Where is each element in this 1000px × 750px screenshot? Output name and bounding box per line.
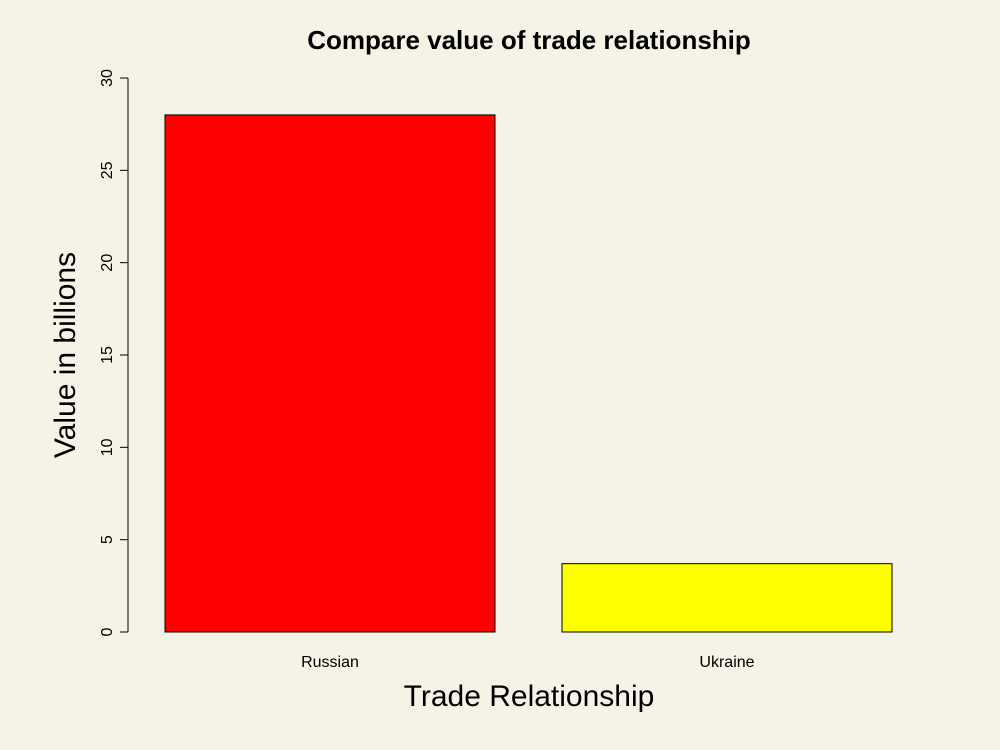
y-tick-label: 30 [99, 69, 116, 87]
y-tick-label: 10 [99, 438, 116, 456]
bar-russian [164, 114, 496, 633]
chart-title: Compare value of trade relationship [307, 25, 751, 55]
x-tick-label: Ukraine [699, 654, 754, 671]
y-tick-label: 5 [99, 535, 116, 544]
y-tick-label: 15 [99, 346, 116, 364]
x-tick-labels: Russian Ukraine [301, 654, 755, 671]
y-tick-label: 0 [99, 627, 116, 636]
y-tick-label: 25 [99, 161, 116, 179]
y-axis-label: Value in billions [49, 252, 82, 458]
x-tick-label: Russian [301, 654, 359, 671]
x-axis-label: Trade Relationship [404, 680, 655, 713]
bars [164, 114, 893, 633]
y-tick-label: 20 [99, 254, 116, 272]
y-axis: 0 5 10 15 20 25 30 [99, 69, 129, 636]
bar-ukraine [561, 563, 893, 633]
